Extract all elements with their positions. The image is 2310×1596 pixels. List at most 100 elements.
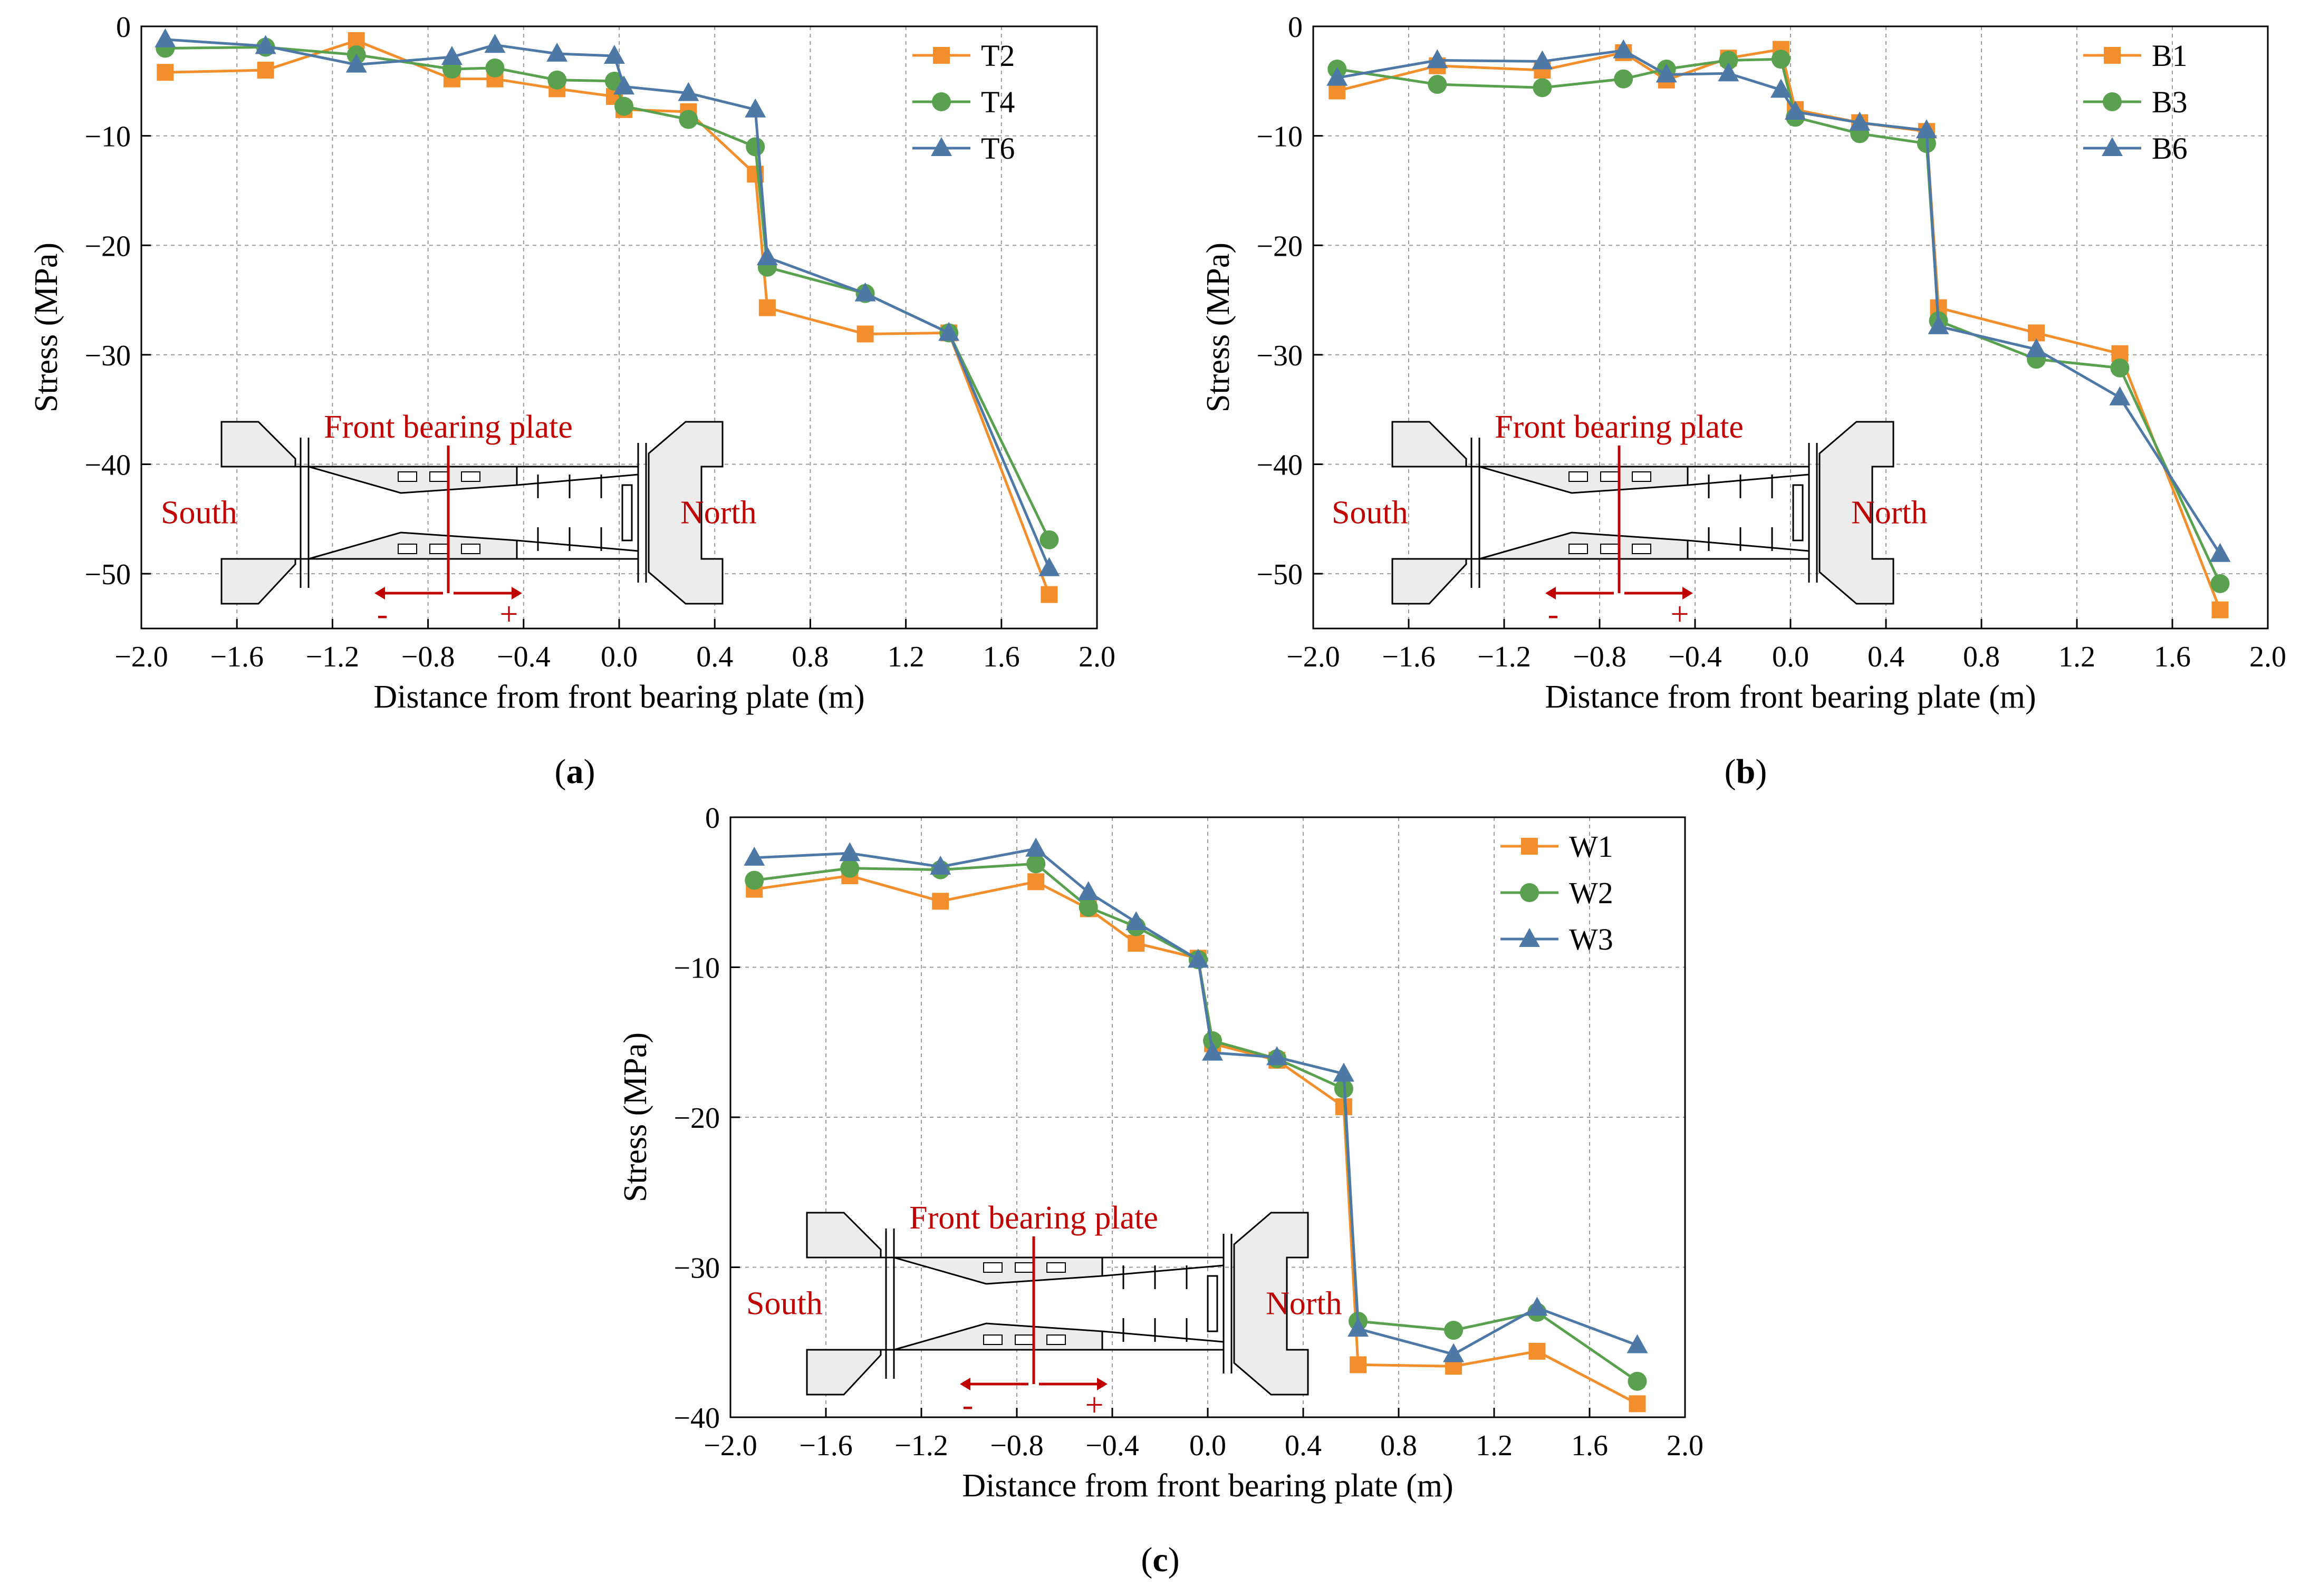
x-tick-label: 0.4: [1868, 641, 1904, 673]
x-tick-label: 2.0: [1079, 641, 1115, 673]
panel-label: (b): [1725, 752, 1767, 791]
plus-arrow-head: [1682, 587, 1693, 599]
data-point-W2: [1026, 854, 1046, 874]
bolt-hole: [1600, 544, 1620, 554]
data-point-T2: [257, 62, 274, 79]
series-line-B1: [1336, 48, 2221, 611]
series-line-B6: [1336, 49, 2221, 555]
data-point-W2: [745, 870, 764, 890]
bearing-plate-schematic: Front bearing plate South North - +: [1332, 409, 1928, 632]
inset-title: Front bearing plate: [324, 409, 573, 445]
bolt-hole: [1632, 544, 1651, 554]
y-axis-label: Stress (MPa): [618, 1032, 653, 1202]
data-point-B3: [2210, 574, 2230, 593]
y-tick-label: −10: [673, 952, 720, 985]
y-tick-label: −40: [84, 449, 131, 482]
x-tick-label: 1.2: [2058, 641, 2095, 673]
bolt-hole: [1015, 1334, 1034, 1345]
data-point-B6: [1532, 50, 1553, 70]
bolt-hole: [461, 471, 480, 482]
minus-arrow-head: [374, 587, 385, 599]
taper-line: [516, 539, 639, 552]
y-axis-label: Stress (MPa): [1200, 243, 1236, 412]
y-tick-label: −20: [84, 230, 131, 263]
data-point-T6: [441, 46, 463, 65]
data-point-T4: [746, 137, 765, 157]
legend-marker-T2: [933, 47, 950, 64]
data-point-W1: [1350, 1356, 1367, 1373]
data-point-B6: [1656, 63, 1677, 83]
bolt-hole: [983, 1334, 1003, 1345]
data-point-W3: [1077, 881, 1099, 901]
x-tick-label: 0.0: [1189, 1429, 1226, 1462]
x-tick-label: 1.6: [2154, 641, 2191, 673]
x-tick-label: −0.8: [1573, 641, 1626, 673]
data-point-T4: [614, 96, 634, 116]
data-point-W2: [840, 858, 860, 878]
bolt-hole: [461, 544, 480, 554]
x-tick-label: −1.6: [1382, 641, 1436, 673]
x-tick-label: 0.8: [1380, 1429, 1417, 1462]
x-tick-label: 2.0: [2249, 641, 2286, 673]
y-tick-label: −10: [84, 121, 131, 153]
y-axis-label: Stress (MPa): [28, 243, 64, 412]
data-point-W3: [1526, 1297, 1548, 1316]
y-tick-label: −40: [1256, 449, 1303, 482]
inset-south-label: South: [161, 495, 237, 531]
x-tick-label: 0.8: [792, 641, 829, 673]
data-point-B6: [1427, 49, 1448, 69]
data-point-W3: [1025, 837, 1047, 857]
data-point-B6: [1916, 119, 1937, 139]
data-point-W3: [1333, 1062, 1354, 1082]
data-point-T6: [345, 53, 367, 73]
bolt-hole: [1600, 471, 1620, 482]
plus-arrow-head: [512, 587, 522, 599]
data-point-T6: [745, 98, 766, 118]
data-point-T2: [157, 64, 174, 81]
x-axis-label: Distance from front bearing plate (m): [1545, 679, 2036, 715]
x-tick-label: 2.0: [1667, 1429, 1703, 1462]
inset-minus-sign: -: [377, 596, 388, 632]
data-point-W3: [744, 846, 765, 866]
taper-line: [1687, 539, 1810, 552]
data-point-T4: [679, 110, 698, 129]
data-point-B1: [2211, 601, 2229, 618]
taper-line: [1687, 473, 1810, 486]
inset-plus-sign: +: [1671, 596, 1689, 632]
data-point-W3: [1626, 1334, 1648, 1353]
inset-minus-sign: -: [962, 1387, 974, 1423]
minus-arrow-head: [1545, 587, 1556, 599]
data-point-T6: [484, 34, 506, 53]
x-tick-label: −0.8: [990, 1429, 1044, 1462]
x-tick-label: 0.4: [1285, 1429, 1322, 1462]
data-point-W1: [1128, 934, 1145, 952]
data-point-T6: [678, 82, 699, 101]
y-tick-label: −30: [84, 340, 131, 372]
series-line-T6: [165, 38, 1051, 569]
panel-c: −2.0 −1.6 −1.2 −0.8 −0.4 0.0 0.4 0.8 1.2 1.6 2.0 0 −…: [618, 802, 1703, 1579]
y-tick-label: −20: [1256, 230, 1303, 263]
legend-label-B3: B3: [2152, 85, 2188, 119]
data-point-T2: [856, 325, 874, 343]
legend-label-B1: B1: [2152, 38, 2188, 73]
bolt-hole: [1632, 471, 1651, 482]
x-tick-label: −0.4: [497, 641, 551, 673]
data-point-W2: [1444, 1320, 1464, 1340]
bolt-hole: [1568, 544, 1588, 554]
panel-label: (a): [555, 752, 595, 791]
data-point-B3: [1428, 75, 1447, 94]
data-point-W3: [1348, 1318, 1369, 1337]
inset-south-label: South: [1332, 495, 1408, 531]
inset-plus-sign: +: [500, 596, 518, 632]
south-upper-concrete: [1391, 421, 1467, 468]
series-line-W3: [754, 847, 1638, 1356]
legend-marker-W3: [1519, 928, 1540, 947]
data-point-B6: [1718, 62, 1739, 82]
data-point-B3: [2110, 358, 2130, 378]
panel-b: −2.0 −1.6 −1.2 −0.8 −0.4 0.0 0.4 0.8 1.2 1.6 2.0 0 −…: [1200, 11, 2286, 791]
taper-line: [1102, 1264, 1224, 1277]
data-point-T2: [758, 299, 776, 316]
x-tick-label: 1.2: [1476, 1429, 1513, 1462]
inset-plus-sign: +: [1085, 1387, 1104, 1423]
